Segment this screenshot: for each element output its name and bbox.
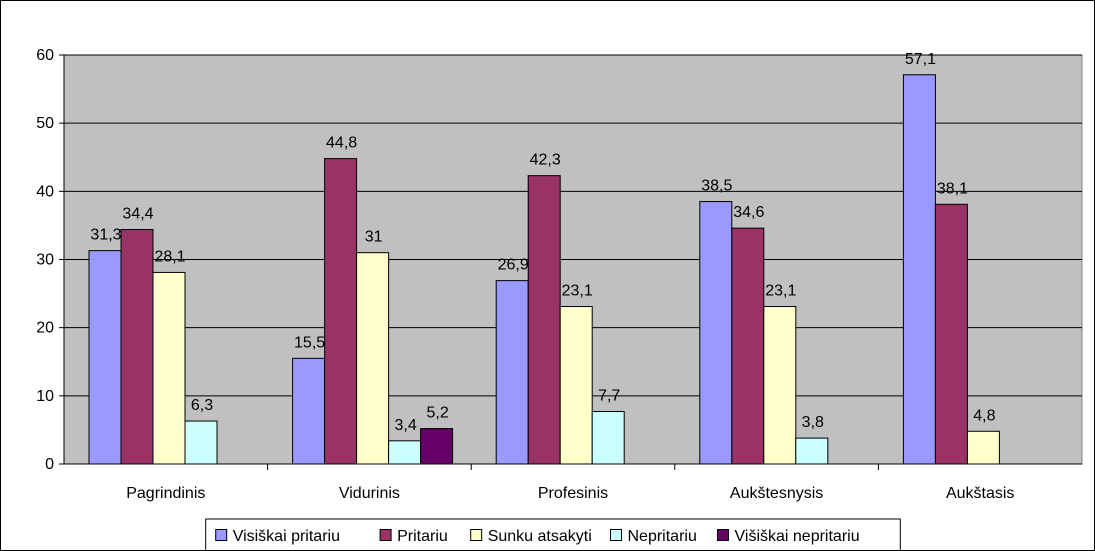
category-label: Profesinis	[538, 485, 608, 502]
legend-label: Pritariu	[397, 528, 448, 545]
y-tick-label: 60	[36, 47, 54, 64]
bar	[591, 411, 625, 465]
data-label: 34,4	[122, 206, 153, 223]
data-label: 44,8	[326, 135, 357, 152]
category-label: Vidurinis	[339, 485, 400, 502]
category-label: Aukštesnysis	[730, 485, 823, 502]
legend-label: Sunku atsakyti	[488, 528, 592, 545]
data-label: 3,4	[394, 417, 416, 434]
data-label: 4,8	[973, 407, 995, 424]
legend-swatch	[470, 529, 483, 541]
bar	[495, 280, 529, 465]
y-tick-label: 20	[36, 320, 54, 337]
data-label: 5,2	[426, 405, 448, 422]
data-label: 42,3	[530, 152, 561, 169]
legend-box	[205, 518, 901, 550]
data-label: 31,3	[90, 227, 121, 244]
y-tick-label: 40	[36, 183, 54, 200]
bar	[763, 306, 797, 465]
bar	[934, 203, 968, 465]
y-tick-label: 50	[36, 115, 54, 132]
bar	[420, 428, 454, 465]
data-labels: 31,334,4 28,1 6,3 15,5 44,8 31 3,4 5,2 26,9 42,3 2…	[90, 51, 995, 434]
bar	[292, 357, 326, 465]
bar	[88, 250, 122, 465]
bar	[152, 271, 186, 465]
bar	[184, 420, 218, 465]
data-label: 23,1	[562, 283, 593, 300]
data-label: 57,1	[905, 51, 936, 68]
bar	[731, 227, 765, 465]
data-label: 6,3	[191, 397, 213, 414]
axes: 0 10 20 30 40 50 60 Pagrindinis Vidurinis Profesi…	[36, 47, 1082, 502]
legend-label: Višiškai nepritariu	[735, 528, 860, 545]
legend-swatch	[379, 529, 392, 541]
data-label: 26,9	[498, 257, 529, 274]
y-tick-label: 10	[36, 388, 54, 405]
bar	[120, 229, 154, 465]
bar	[795, 437, 829, 465]
data-label: 3,8	[802, 414, 824, 431]
bar	[388, 440, 422, 465]
data-label: 34,6	[733, 204, 764, 221]
legend: Visiškai pritariu Pritariu Sunku atsakyti N…	[205, 518, 901, 550]
legend-swatch	[215, 529, 228, 541]
y-tick-label: 30	[36, 252, 54, 269]
data-label: 28,1	[154, 248, 185, 265]
plot-area	[63, 54, 1083, 465]
data-label: 38,5	[701, 178, 732, 195]
bar	[527, 175, 561, 465]
legend-label: Visiškai pritariu	[233, 528, 340, 545]
bar	[902, 74, 936, 465]
category-label: Aukštasis	[946, 485, 1014, 502]
data-label: 7,7	[598, 388, 620, 405]
legend-swatch	[610, 529, 622, 541]
data-label: 23,1	[765, 283, 796, 300]
legend-swatch	[717, 529, 729, 541]
bar	[559, 306, 593, 465]
y-tick-label: 0	[45, 456, 54, 473]
data-label: 38,1	[937, 180, 968, 197]
bar	[966, 430, 1000, 465]
data-label: 31	[365, 229, 383, 246]
bar	[356, 252, 390, 465]
bar	[324, 158, 358, 465]
legend-label: Nepritariu	[628, 528, 697, 545]
bar	[699, 201, 733, 465]
data-label: 15,5	[294, 334, 325, 351]
category-label: Pagrindinis	[126, 485, 205, 502]
